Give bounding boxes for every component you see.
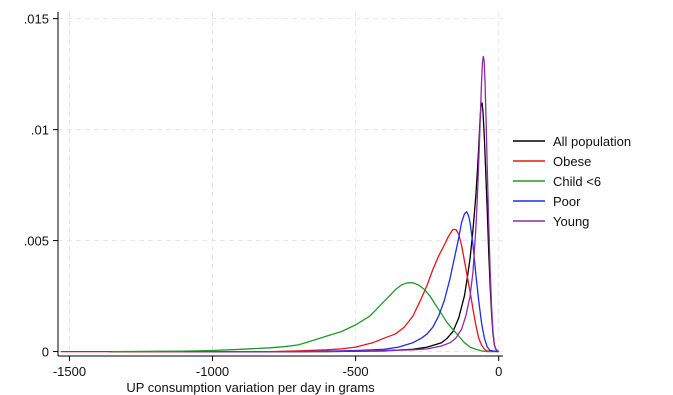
series-line-young bbox=[183, 55, 500, 353]
ticks: -1500 -1000 -500 0 0 .005 .01 .015 bbox=[24, 12, 503, 379]
legend-label-obese: Obese bbox=[553, 154, 591, 169]
series-line-obese bbox=[60, 228, 499, 353]
y-tick-label-2: .01 bbox=[31, 123, 49, 138]
series-lines bbox=[60, 55, 500, 353]
y-tick-label-0: 0 bbox=[42, 345, 49, 360]
x-tick-label-0: -1500 bbox=[53, 364, 86, 379]
series-line-all-population bbox=[109, 102, 500, 353]
legend-label-child-6: Child <6 bbox=[553, 174, 601, 189]
legend-label-young: Young bbox=[553, 214, 589, 229]
series-line-poor bbox=[212, 211, 499, 353]
x-tick-label-1: -1000 bbox=[196, 364, 229, 379]
x-tick-label-2: -500 bbox=[343, 364, 369, 379]
y-tick-label-1: .005 bbox=[24, 234, 49, 249]
x-axis-title: UP consumption variation per day in gram… bbox=[126, 380, 375, 395]
legend-label-poor: Poor bbox=[553, 194, 581, 209]
legend: All population Obese Child <6 Poor Young bbox=[513, 134, 631, 229]
series-line-child-6 bbox=[112, 282, 499, 353]
grid bbox=[58, 12, 503, 356]
y-tick-label-3: .015 bbox=[24, 12, 49, 27]
legend-label-all-population: All population bbox=[553, 134, 631, 149]
axes bbox=[57, 12, 503, 357]
x-tick-label-3: 0 bbox=[495, 364, 502, 379]
